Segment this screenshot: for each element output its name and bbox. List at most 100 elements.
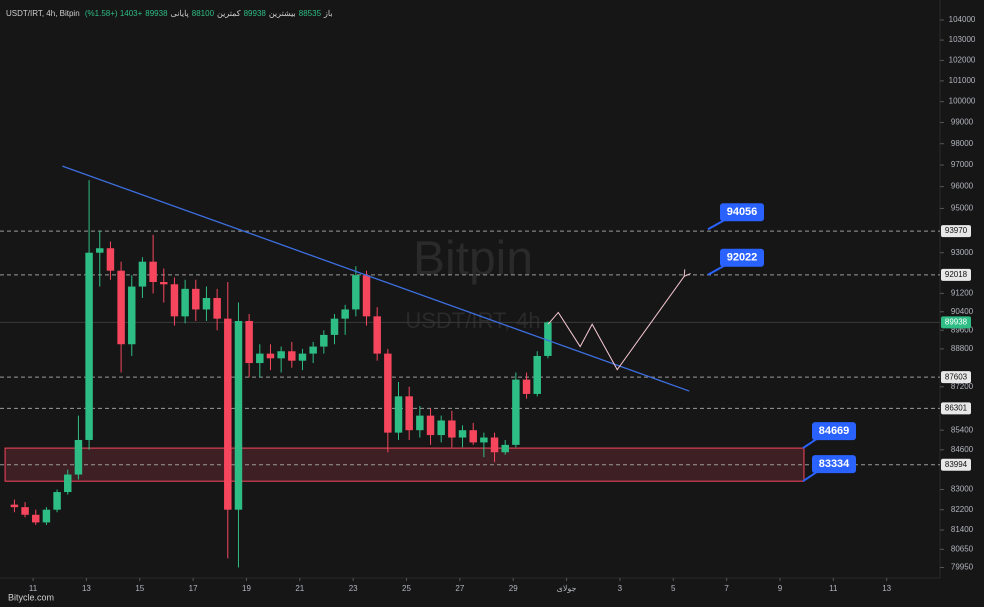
price-label-bg <box>941 371 971 384</box>
candle-body <box>53 492 61 510</box>
candle-body <box>522 379 531 394</box>
callout-label: 83334 <box>819 458 850 470</box>
x-tick-label: 11 <box>29 584 38 593</box>
price-label: 92018 <box>945 270 968 279</box>
candle-body <box>352 275 360 310</box>
y-tick-label: 81400 <box>951 525 974 534</box>
candle-body <box>234 320 243 510</box>
projection-path <box>547 276 685 371</box>
candle-body <box>64 474 72 493</box>
candle-body <box>138 261 147 287</box>
candle-body <box>480 437 488 443</box>
candle-body <box>501 444 509 453</box>
callout-label: 94056 <box>727 206 758 218</box>
y-tick-label: 89600 <box>951 325 974 334</box>
candle-body <box>544 322 552 356</box>
candle-body <box>170 284 179 317</box>
x-tick-label: 19 <box>242 584 251 593</box>
candle-body <box>288 351 296 361</box>
candle-body <box>160 282 168 285</box>
x-tick-label: 17 <box>189 584 198 593</box>
x-tick-label: 5 <box>671 584 676 593</box>
change: +1403 (+1.58%) <box>84 9 143 18</box>
y-tick-label: 99000 <box>951 118 974 127</box>
candle-body <box>106 248 115 271</box>
candle-body <box>341 309 349 319</box>
callout-box <box>812 455 856 474</box>
candle-body <box>330 318 339 335</box>
price-label: 87603 <box>945 372 968 381</box>
watermark-subtitle: USDT/IRT, 4h <box>405 308 540 333</box>
candle-body <box>32 514 40 523</box>
candle-body <box>384 353 392 433</box>
watermark-title: Bitpin <box>413 233 533 286</box>
candle-body <box>469 430 477 443</box>
candle-body <box>533 355 541 394</box>
x-tick-label: 13 <box>882 584 891 593</box>
y-tick-label: 98000 <box>951 139 974 148</box>
y-tick-label: 79950 <box>951 563 974 572</box>
candle-body <box>192 288 200 310</box>
x-tick-label: 13 <box>82 584 91 593</box>
y-tick-label: 101000 <box>949 76 976 85</box>
x-tick-label: 15 <box>135 584 144 593</box>
y-tick-label: 87200 <box>951 382 974 391</box>
candle-body <box>42 509 51 523</box>
price-label-bg <box>941 225 971 238</box>
x-tick-label: 27 <box>455 584 464 593</box>
candle-body <box>394 396 403 433</box>
candle-body <box>448 420 456 438</box>
y-tick-label: 102000 <box>949 56 976 65</box>
candle-body <box>309 346 317 354</box>
candle-body <box>426 415 435 436</box>
candle-body <box>117 270 125 345</box>
ohlc-value: 88535 <box>298 9 322 18</box>
y-tick-label: 97000 <box>951 160 974 169</box>
price-label: 83994 <box>945 460 968 469</box>
y-tick-label: 104000 <box>949 15 976 24</box>
candle-body <box>224 318 232 510</box>
candle-body <box>266 353 275 359</box>
x-tick-label: 21 <box>295 584 304 593</box>
y-tick-label: 82200 <box>951 505 974 514</box>
y-tick-label: 96000 <box>951 182 974 191</box>
callout-label: 92022 <box>727 252 758 264</box>
candle-body <box>298 353 307 361</box>
y-tick-label: 83000 <box>951 485 974 494</box>
x-tick-label: جولای <box>557 584 577 593</box>
trendline <box>62 165 690 392</box>
x-tick-label: 11 <box>829 584 838 593</box>
support-zone <box>4 447 805 482</box>
y-tick-label: 103000 <box>949 35 976 44</box>
ohlc-value: 89938 <box>145 9 168 18</box>
candle-body <box>213 297 221 319</box>
ohlc-label: کمترین <box>217 9 241 18</box>
callout-label: 84669 <box>819 425 850 437</box>
footer: Bitycle.com <box>8 592 54 602</box>
y-tick-label: 85400 <box>951 425 974 434</box>
x-tick-label: 7 <box>724 584 729 593</box>
price-label: 89938 <box>945 318 968 327</box>
candle-body <box>21 507 29 515</box>
candle-body <box>512 379 520 445</box>
ohlc-label: بیشترین <box>268 9 296 18</box>
candle-body <box>490 437 499 453</box>
candle-body <box>181 288 189 317</box>
candle-body <box>85 252 93 440</box>
x-tick-label: 25 <box>402 584 411 593</box>
y-tick-label: 80650 <box>951 544 974 553</box>
price-label-bg <box>941 316 971 329</box>
ohlc-label: پایانی <box>170 9 189 18</box>
y-tick-label: 93000 <box>951 248 974 257</box>
candle-body <box>202 297 211 310</box>
x-tick-label: 23 <box>349 584 358 593</box>
y-tick-label: 90400 <box>951 307 974 316</box>
price-label-bg <box>941 458 971 471</box>
callout-box <box>720 203 764 222</box>
price-label: 86301 <box>945 403 968 412</box>
ohlc-value: 88100 <box>191 9 215 18</box>
x-tick-label: 3 <box>618 584 623 593</box>
ohlc-value: 89938 <box>243 9 266 18</box>
candle-body <box>96 248 104 253</box>
